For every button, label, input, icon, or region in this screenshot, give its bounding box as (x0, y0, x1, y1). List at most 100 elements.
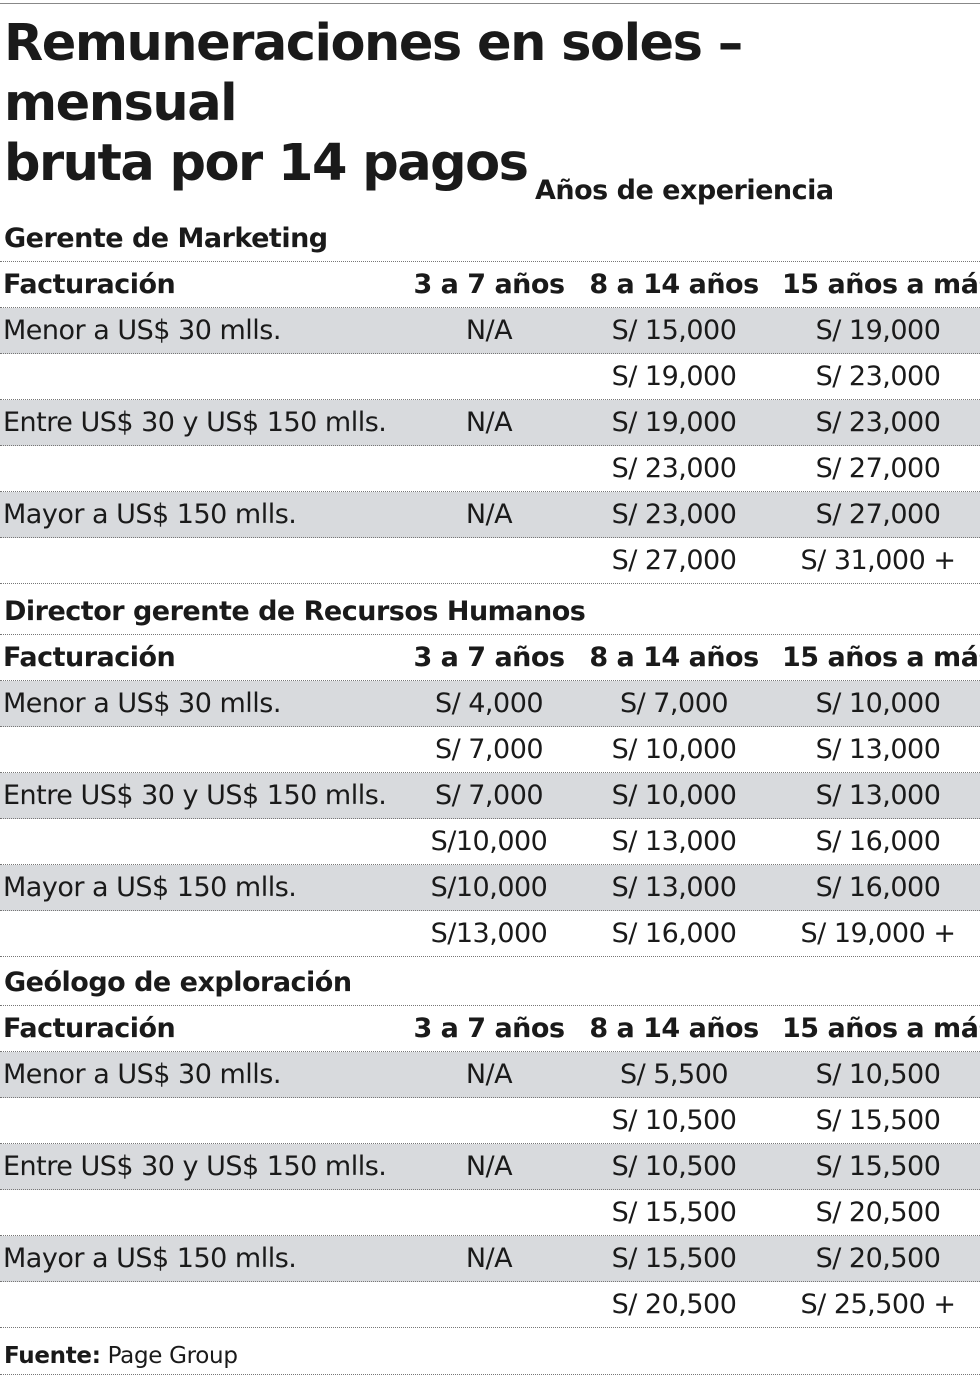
table-row: S/ 15,500 S/ 20,500 (0, 1190, 980, 1236)
salary-cell: S/ 16,000 (815, 826, 941, 857)
salary-cell: S/ 16,000 (611, 918, 737, 949)
salary-cell: S/ 23,000 (815, 407, 941, 438)
salary-cell: S/ 19,000 (611, 361, 737, 392)
column-header-3-7: 3 a 7 años (413, 1013, 565, 1044)
column-header-8-14: 8 a 14 años (589, 1013, 759, 1044)
table-row: Entre US$ 30 y US$ 150 mlls. N/A S/ 19,0… (0, 400, 980, 446)
salary-cell: S/ 15,500 (815, 1105, 941, 1136)
salary-cell: N/A (465, 407, 513, 438)
salary-cell: S/ 15,000 (611, 315, 737, 346)
column-header-3-7: 3 a 7 años (413, 642, 565, 673)
salary-cell: S/ 19,000 + (800, 918, 957, 949)
salary-cell: S/ 19,000 (611, 407, 737, 438)
column-header-row: Facturación 3 a 7 años 8 a 14 años 15 añ… (0, 1006, 980, 1052)
salary-cell: S/10,000 (430, 872, 548, 903)
section-hr-director: Director gerente de Recursos Humanos Fac… (0, 589, 980, 957)
table-row: Entre US$ 30 y US$ 150 mlls. S/ 7,000 S/… (0, 773, 980, 819)
column-header-8-14: 8 a 14 años (589, 269, 759, 300)
salary-cell: S/ 10,500 (611, 1105, 737, 1136)
table-row: Mayor a US$ 150 mlls. S/10,000 S/ 13,000… (0, 865, 980, 911)
table-row: S/ 10,500 S/ 15,500 (0, 1098, 980, 1144)
salary-cell: S/ 5,500 (619, 1059, 729, 1090)
table-row: S/13,000 S/ 16,000 S/ 19,000 + (0, 911, 980, 957)
table-row: Mayor a US$ 150 mlls. N/A S/ 15,500 S/ 2… (0, 1236, 980, 1282)
salary-cell: N/A (465, 315, 513, 346)
salary-cell: N/A (465, 1059, 513, 1090)
salary-cell: S/ 13,000 (611, 826, 737, 857)
salary-cell: S/ 27,000 (815, 453, 941, 484)
section-exploration-geologist: Geólogo de exploración Facturación 3 a 7… (0, 960, 980, 1328)
column-header-row: Facturación 3 a 7 años 8 a 14 años 15 añ… (0, 262, 980, 308)
source-text: Page Group (100, 1343, 238, 1369)
column-header-3-7: 3 a 7 años (413, 269, 565, 300)
salary-cell: S/ 23,000 (611, 453, 737, 484)
billing-cell: Menor a US$ 30 mlls. (3, 688, 281, 719)
column-header-billing: Facturación (3, 642, 176, 673)
salary-cell: S/ 27,000 (815, 499, 941, 530)
table-row: S/ 19,000 S/ 23,000 (0, 354, 980, 400)
salary-cell: S/ 15,500 (611, 1243, 737, 1274)
table-row: Mayor a US$ 150 mlls. N/A S/ 23,000 S/ 2… (0, 492, 980, 538)
column-header-billing: Facturación (3, 1013, 176, 1044)
salary-cell: S/ 10,000 (611, 734, 737, 765)
column-header-15-plus: 15 años a más (782, 1013, 980, 1044)
salary-cell: S/ 31,000 + (800, 545, 957, 576)
billing-cell: Mayor a US$ 150 mlls. (3, 499, 297, 530)
salary-cell: S/ 20,500 (815, 1243, 941, 1274)
source-label: Fuente: (4, 1343, 101, 1369)
salary-cell: S/ 13,000 (815, 780, 941, 811)
infographic-title: Remuneraciones en soles – mensual bruta … (4, 14, 743, 193)
billing-cell: Entre US$ 30 y US$ 150 mlls. (3, 1151, 387, 1182)
salary-cell: S/ 13,000 (815, 734, 941, 765)
salary-cell: N/A (465, 1151, 513, 1182)
section-title: Gerente de Marketing (0, 216, 980, 262)
salary-cell: S/ 10,000 (611, 780, 737, 811)
billing-cell: Mayor a US$ 150 mlls. (3, 872, 297, 903)
table-row: S/10,000 S/ 13,000 S/ 16,000 (0, 819, 980, 865)
salary-cell: S/ 20,500 (611, 1289, 737, 1320)
column-header-billing: Facturación (3, 269, 176, 300)
table-row: Menor a US$ 30 mlls. S/ 4,000 S/ 7,000 S… (0, 681, 980, 727)
source-note: Fuente: Page Group (4, 1343, 238, 1369)
table-row: S/ 7,000 S/ 10,000 S/ 13,000 (0, 727, 980, 773)
salary-cell: N/A (465, 1243, 513, 1274)
top-rule (0, 3, 980, 4)
salary-cell: S/ 4,000 (434, 688, 544, 719)
billing-cell: Mayor a US$ 150 mlls. (3, 1243, 297, 1274)
billing-cell: Menor a US$ 30 mlls. (3, 315, 281, 346)
salary-cell: S/ 15,500 (611, 1197, 737, 1228)
salary-cell: S/13,000 (430, 918, 548, 949)
table-row: Menor a US$ 30 mlls. N/A S/ 15,000 S/ 19… (0, 308, 980, 354)
salary-cell: N/A (465, 499, 513, 530)
experience-header: Años de experiencia (535, 175, 834, 206)
billing-cell: Entre US$ 30 y US$ 150 mlls. (3, 780, 387, 811)
bottom-rule (0, 1374, 980, 1375)
table-row: Entre US$ 30 y US$ 150 mlls. N/A S/ 10,5… (0, 1144, 980, 1190)
salary-cell: S/ 10,500 (815, 1059, 941, 1090)
billing-cell: Menor a US$ 30 mlls. (3, 1059, 281, 1090)
salary-cell: S/ 20,500 (815, 1197, 941, 1228)
column-header-15-plus: 15 años a más (782, 269, 980, 300)
salary-cell: S/ 27,000 (611, 545, 737, 576)
section-title: Geólogo de exploración (0, 960, 980, 1006)
salary-cell: S/ 23,000 (815, 361, 941, 392)
billing-cell: Entre US$ 30 y US$ 150 mlls. (3, 407, 387, 438)
salary-cell: S/ 10,000 (815, 688, 941, 719)
salary-cell: S/ 13,000 (611, 872, 737, 903)
salary-cell: S/ 25,500 + (800, 1289, 957, 1320)
table-row: Menor a US$ 30 mlls. N/A S/ 5,500 S/ 10,… (0, 1052, 980, 1098)
salary-cell: S/ 7,000 (434, 734, 544, 765)
section-title: Director gerente de Recursos Humanos (0, 589, 980, 635)
salary-cell: S/ 19,000 (815, 315, 941, 346)
salary-cell: S/ 23,000 (611, 499, 737, 530)
column-header-15-plus: 15 años a más (782, 642, 980, 673)
column-header-8-14: 8 a 14 años (589, 642, 759, 673)
salary-cell: S/ 7,000 (619, 688, 729, 719)
salary-cell: S/ 7,000 (434, 780, 544, 811)
section-marketing: Gerente de Marketing Facturación 3 a 7 a… (0, 216, 980, 584)
salary-cell: S/ 16,000 (815, 872, 941, 903)
table-row: S/ 23,000 S/ 27,000 (0, 446, 980, 492)
salary-cell: S/ 10,500 (611, 1151, 737, 1182)
column-header-row: Facturación 3 a 7 años 8 a 14 años 15 añ… (0, 635, 980, 681)
salary-cell: S/ 15,500 (815, 1151, 941, 1182)
